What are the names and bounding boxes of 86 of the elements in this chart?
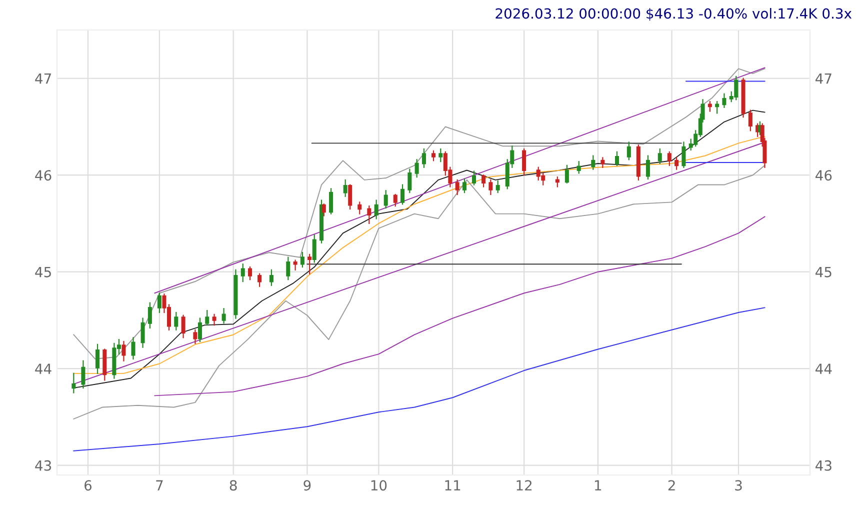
candlestick [555, 176, 560, 188]
candlestick [522, 148, 526, 176]
y-tick-label: 45 [35, 267, 51, 278]
x-tick-label: 3 [735, 480, 742, 491]
candlestick [293, 260, 298, 270]
candlestick [329, 188, 334, 214]
y-tick-label: 43 [35, 460, 52, 471]
candlestick [431, 150, 436, 162]
y2-tick-label: 44 [816, 364, 832, 374]
candlestick [212, 314, 216, 326]
candlestick [646, 155, 650, 180]
x-tick-label: 1 [595, 480, 602, 490]
y-tick-label: 44 [35, 364, 52, 374]
candlestick [348, 184, 352, 210]
candlestick [248, 266, 252, 280]
candlestick [343, 179, 348, 197]
line-series [73, 164, 766, 420]
candlestick [748, 110, 752, 132]
candlestick [576, 161, 581, 174]
line-series [154, 216, 766, 396]
candlestick [591, 155, 596, 170]
candlestick [400, 184, 405, 205]
line-series [73, 307, 766, 452]
candlestick [564, 164, 569, 184]
candlestick [722, 93, 726, 108]
candlestick [140, 318, 145, 348]
x-tick-label: 8 [230, 480, 237, 491]
candlestick [482, 174, 486, 188]
candlestick [205, 310, 210, 326]
candlestick [181, 314, 186, 338]
candlestick [674, 157, 679, 170]
candlestick [414, 159, 419, 178]
candlestick [496, 180, 500, 194]
x-tick-label: 2 [668, 480, 675, 490]
y-tick-label: 47 [35, 74, 51, 84]
candlestick [81, 360, 86, 388]
chart-title: 2026.03.12 00:00:00 $46.13 -0.40% vol:17.4K 0.3x [496, 8, 852, 21]
candlestick [358, 202, 362, 214]
candlestick [198, 318, 202, 342]
candlestick [455, 179, 460, 196]
candlestick [488, 179, 493, 196]
x-tick-label: 12 [516, 480, 532, 490]
candlestick [462, 178, 466, 194]
candlestick [408, 168, 412, 194]
candlestick [312, 234, 316, 263]
candlestick [240, 264, 245, 282]
candlestick [286, 256, 290, 280]
y2-tick-label: 46 [816, 170, 832, 181]
candlestick [422, 148, 426, 168]
candlestick [658, 148, 662, 164]
candlestick [626, 142, 631, 160]
candlestick [715, 101, 720, 114]
candlestick [300, 252, 304, 268]
candlestick [614, 151, 619, 166]
candlestick [131, 337, 136, 360]
candlestick [393, 194, 398, 207]
candlestick [148, 302, 152, 329]
x-tick-label: 11 [445, 480, 460, 490]
x-tick-label: 6 [84, 480, 92, 491]
x-tick-label: 10 [371, 480, 387, 491]
candlestick [708, 101, 712, 112]
candlestick [682, 142, 686, 168]
candlestick [374, 200, 378, 220]
y-tick-label: 46 [35, 170, 52, 181]
candlestick [367, 206, 372, 224]
candlestick [438, 148, 443, 162]
candlestick [308, 254, 312, 274]
x-tick-label: 7 [156, 480, 163, 490]
candlestick [193, 329, 198, 344]
candlestick [384, 190, 388, 209]
candlestick [157, 292, 162, 314]
candlestick [667, 151, 672, 166]
y2-tick-label: 43 [816, 460, 832, 471]
candlestick [122, 340, 126, 362]
candlestick [222, 308, 226, 324]
candlestick [258, 273, 262, 287]
candlestick [472, 170, 476, 186]
candlestick [600, 157, 605, 168]
y2-tick-label: 47 [816, 74, 832, 84]
candlestick [96, 344, 100, 374]
candlestick [322, 204, 326, 216]
y2-tick-label: 45 [816, 267, 832, 278]
x-tick-label: 9 [304, 480, 311, 491]
candlestick [72, 372, 76, 394]
candlestick [269, 269, 274, 286]
candlestick [174, 312, 178, 330]
